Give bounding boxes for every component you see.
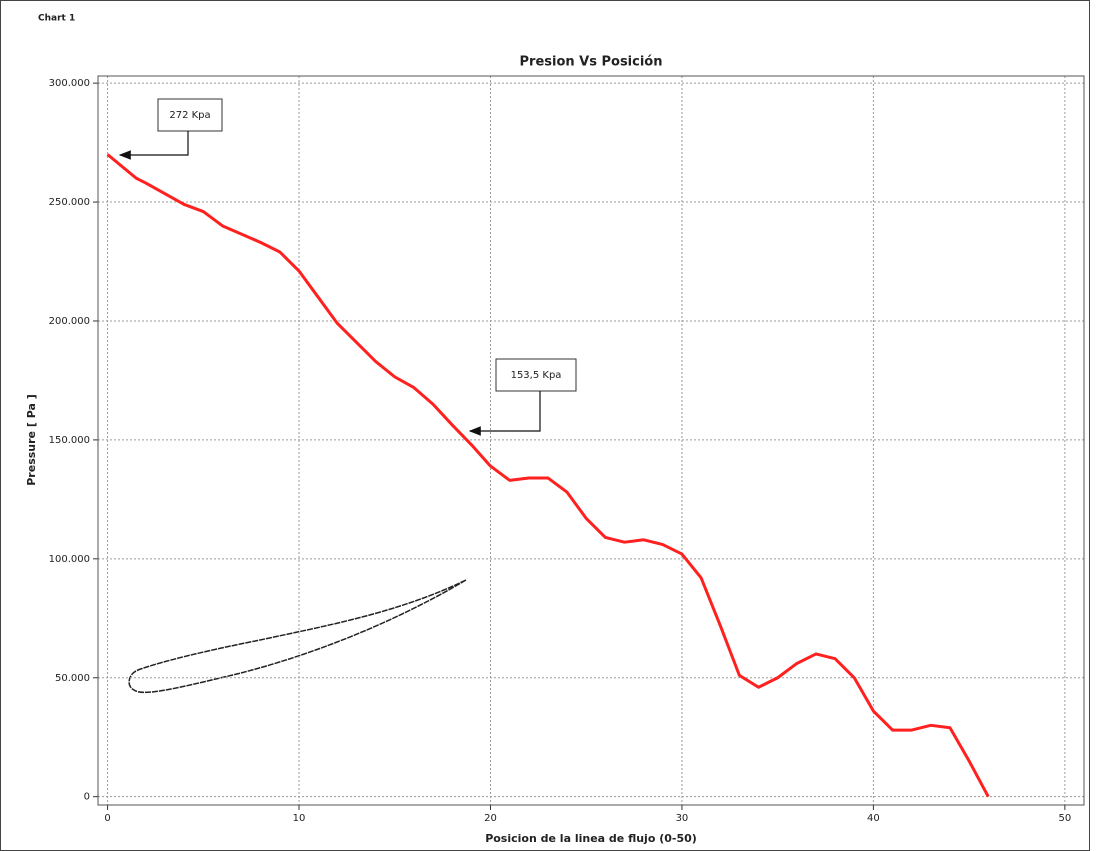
annotation-text: 272 Kpa [169, 110, 210, 121]
annotation-text: 153,5 Kpa [511, 370, 562, 381]
x-tick-label: 0 [104, 813, 110, 824]
y-tick-label: 200.000 [49, 316, 90, 327]
y-axis-title: Pressure [ Pa ] [25, 394, 38, 486]
y-tick-label: 300.000 [49, 78, 90, 89]
chart: Chart 1 Presion Vs Posición Posicion de … [0, 0, 1097, 851]
y-tick-label: 250.000 [49, 197, 90, 208]
x-axis-title: Posicion de la linea de flujo (0-50) [485, 832, 697, 845]
y-tick-label: 100.000 [49, 554, 90, 565]
y-tick-label: 50.000 [55, 673, 90, 684]
y-tick-label: 150.000 [49, 435, 90, 446]
y-tick-label: 0 [84, 792, 90, 803]
x-tick-label: 50 [1058, 813, 1071, 824]
chart-title: Presion Vs Posición [520, 55, 663, 70]
panel-label: Chart 1 [38, 14, 75, 24]
x-tick-label: 10 [293, 813, 306, 824]
x-tick-label: 40 [867, 813, 880, 824]
x-tick-label: 20 [484, 813, 497, 824]
x-tick-label: 30 [676, 813, 689, 824]
